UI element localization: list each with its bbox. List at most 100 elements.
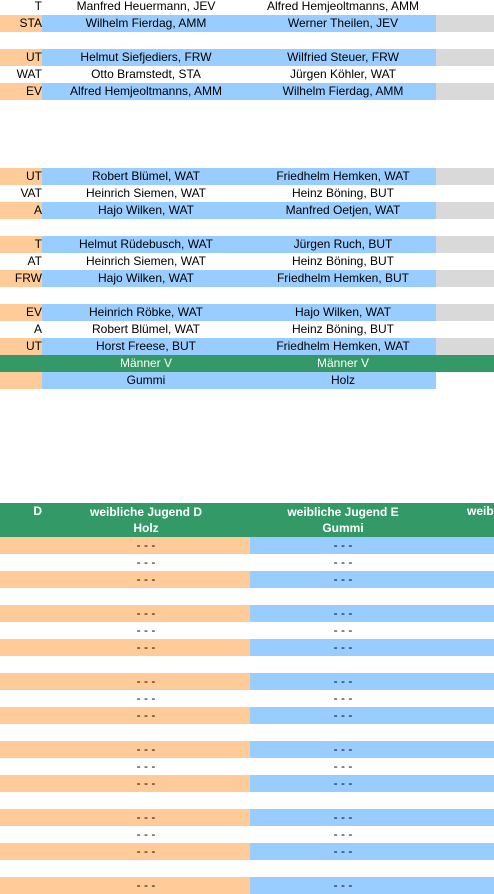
name-cell: Hajo Wilken, WAT <box>42 202 250 219</box>
filler-cell <box>436 253 494 270</box>
name-cell: Wilhelm Fierdag, AMM <box>42 15 250 32</box>
club-cell: EV <box>0 304 42 321</box>
result-cell: - - - <box>333 555 353 569</box>
result-cell: - - - <box>136 606 156 620</box>
result-cell: - - - <box>136 878 156 892</box>
result-cell: - - - <box>136 674 156 688</box>
filler-cell <box>436 15 494 32</box>
name-cell: Heinz Böning, BUT <box>291 322 395 336</box>
club-cell: FRW <box>0 270 42 287</box>
header-band <box>0 503 494 537</box>
result-cell <box>0 775 250 792</box>
result-cell: - - - <box>333 759 353 773</box>
result-cell: - - - <box>136 640 156 654</box>
result-cell <box>0 843 250 860</box>
filler-cell <box>436 0 494 15</box>
result-cell <box>0 741 250 758</box>
header-cell: Gummi <box>322 521 364 535</box>
result-cell: - - - <box>333 674 353 688</box>
name-cell: Wilhelm Fierdag, AMM <box>250 83 436 100</box>
club-cell: T <box>34 0 42 13</box>
result-cell <box>250 741 494 758</box>
name-cell: Heinrich Röbke, WAT <box>42 304 250 321</box>
result-cell <box>0 809 250 826</box>
header-cell: weibliche Jugend D <box>89 505 203 519</box>
result-cell <box>0 707 250 724</box>
result-cell <box>0 537 250 554</box>
filler-cell <box>436 83 494 100</box>
result-cell: - - - <box>333 623 353 637</box>
filler-cell <box>436 338 494 355</box>
name-cell: Heinrich Siemen, WAT <box>85 186 207 200</box>
name-cell: Helmut Siefjediers, FRW <box>42 49 250 66</box>
club-cell: A <box>33 322 42 336</box>
name-cell: Wilfried Steuer, FRW <box>250 49 436 66</box>
header-band <box>0 355 494 372</box>
club-cell: A <box>0 202 42 219</box>
header-cell: D <box>33 504 42 518</box>
result-cell <box>250 571 494 588</box>
name-cell: Friedhelm Hemken, WAT <box>250 168 436 185</box>
filler-cell <box>436 49 494 66</box>
result-cell <box>250 639 494 656</box>
filler-cell <box>436 66 494 83</box>
club-cell: T <box>0 236 42 253</box>
name-cell: Heinz Böning, BUT <box>291 254 395 268</box>
result-cell <box>250 775 494 792</box>
filler-cell <box>436 202 494 219</box>
club-cell: EV <box>0 83 42 100</box>
club-cell: WAT <box>16 67 42 81</box>
result-cell: - - - <box>136 538 156 552</box>
club-cell <box>0 372 42 389</box>
filler-cell <box>436 304 494 321</box>
header-cell: Holz <box>133 521 159 535</box>
name-cell: Alfred Hemjeoltmanns, AMM <box>42 83 250 100</box>
result-cell: - - - <box>333 606 353 620</box>
result-cell: - - - <box>333 708 353 722</box>
result-cell: - - - <box>136 708 156 722</box>
result-cell: - - - <box>136 844 156 858</box>
name-cell: Heinrich Siemen, WAT <box>85 254 207 268</box>
name-cell: Alfred Hemjeoltmanns, AMM <box>266 0 420 13</box>
result-cell <box>250 843 494 860</box>
filler-cell <box>436 270 494 287</box>
name-cell: Jürgen Ruch, BUT <box>250 236 436 253</box>
filler-cell <box>436 321 494 338</box>
name-cell: Heinz Böning, BUT <box>291 186 395 200</box>
result-cell: - - - <box>136 776 156 790</box>
result-cell <box>250 673 494 690</box>
name-cell: Otto Bramstedt, STA <box>91 67 201 81</box>
name-cell: Gummi <box>42 372 250 389</box>
result-cell: - - - <box>333 640 353 654</box>
filler-cell <box>436 236 494 253</box>
result-cell: - - - <box>136 555 156 569</box>
name-cell: Holz <box>250 372 436 389</box>
result-cell: - - - <box>333 538 353 552</box>
filler-cell <box>436 185 494 202</box>
filler-cell <box>436 168 494 185</box>
name-cell: Manfred Oetjen, WAT <box>250 202 436 219</box>
result-cell <box>0 877 250 894</box>
result-cell: - - - <box>136 827 156 841</box>
header-cell: Männer V <box>316 356 370 370</box>
club-cell: STA <box>0 15 42 32</box>
name-cell: Friedhelm Hemken, WAT <box>250 338 436 355</box>
result-cell: - - - <box>333 844 353 858</box>
club-cell: UT <box>0 168 42 185</box>
name-cell: Hajo Wilken, WAT <box>42 270 250 287</box>
result-cell: - - - <box>333 572 353 586</box>
result-cell <box>0 673 250 690</box>
result-cell: - - - <box>136 742 156 756</box>
result-cell: - - - <box>136 623 156 637</box>
name-cell: Robert Blümel, WAT <box>91 322 201 336</box>
result-cell: - - - <box>333 742 353 756</box>
name-cell: Werner Theilen, JEV <box>250 15 436 32</box>
result-cell: - - - <box>333 776 353 790</box>
club-cell: VAT <box>20 186 42 200</box>
result-cell: - - - <box>136 572 156 586</box>
result-cell: - - - <box>136 759 156 773</box>
header-cell: weibliche Jugend E <box>287 505 399 519</box>
name-cell: Friedhelm Hemken, BUT <box>250 270 436 287</box>
result-cell <box>0 571 250 588</box>
filler-cell <box>436 372 494 389</box>
